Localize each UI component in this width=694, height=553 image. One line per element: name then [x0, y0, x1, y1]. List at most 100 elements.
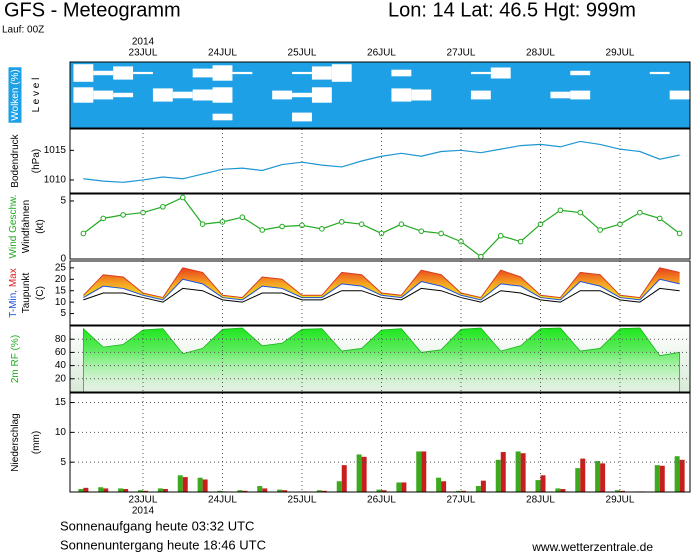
- cloud-cell: [212, 113, 233, 121]
- cloud-cell: [470, 71, 491, 75]
- wind-marker: [179, 194, 186, 201]
- cloud-cell: [490, 67, 511, 79]
- location: Lon: 14 Lat: 46.5 Hgt: 999m: [388, 0, 636, 21]
- axis-label: Wolken (%): [10, 69, 21, 121]
- wind-marker: [656, 215, 663, 222]
- cloud-cell: [93, 70, 114, 76]
- precip-bar: [580, 458, 586, 492]
- axis-label: Taupunkt: [21, 272, 32, 313]
- precip-bar: [282, 490, 288, 492]
- precip-bar: [679, 459, 685, 492]
- date-label: 28JUL: [526, 495, 555, 506]
- axis-label: (mm): [31, 431, 42, 454]
- axis-label: T-Min, Max: [8, 268, 19, 317]
- cloud-cell: [391, 88, 412, 102]
- date-label: 23JUL: [129, 48, 158, 59]
- precip-bar: [83, 487, 89, 492]
- date-label: 24JUL: [208, 48, 237, 59]
- sunset: Sonnenuntergang heute 18:46 UTC: [60, 537, 266, 552]
- cloud-cell: [669, 90, 690, 100]
- cloud-cell: [292, 71, 312, 75]
- y-tick-label: 0: [60, 254, 66, 265]
- y-tick-label: 5: [60, 308, 66, 319]
- wind-marker: [637, 209, 643, 216]
- panel-frame: [69, 260, 691, 326]
- precip-bar: [659, 465, 665, 492]
- precip-bar: [461, 490, 466, 492]
- y-tick-label: 40: [55, 360, 67, 371]
- cloud-cell: [391, 69, 412, 77]
- axis-label: Wind Geschw.: [8, 195, 19, 259]
- panel: Hoch Mittel Tief: [47, 62, 690, 128]
- date-label: 27JUL: [447, 495, 476, 506]
- precip-bar: [336, 481, 342, 492]
- y-tick-label: 15: [55, 285, 67, 296]
- precip-bar: [257, 486, 263, 492]
- axis-label: (C): [35, 286, 46, 300]
- precip-bar: [456, 490, 461, 492]
- precip-bar: [620, 490, 625, 492]
- wind-marker: [358, 221, 365, 227]
- panel: [83, 129, 680, 193]
- axis-label-part: Wind Geschw.: [8, 195, 19, 259]
- cloud-cell: [73, 87, 94, 103]
- cloud-cell: [192, 89, 213, 101]
- date-label: 24JUL: [208, 495, 237, 506]
- cloud-cell: [152, 88, 173, 102]
- panel: [83, 261, 680, 325]
- precip-bar: [98, 487, 104, 492]
- precip-bar: [595, 460, 601, 492]
- cloud-cell: [212, 65, 233, 81]
- cloud-cell: [570, 70, 591, 76]
- precip-bar: [237, 490, 243, 492]
- precip-bar: [197, 477, 203, 492]
- precip-bar: [540, 475, 546, 492]
- wind-marker: [517, 238, 524, 245]
- axis-label-part: (mm): [31, 431, 42, 454]
- precip-bar: [575, 468, 581, 492]
- axis-label-part: L e v e l: [31, 78, 42, 113]
- precip-bar: [118, 488, 124, 492]
- precip-bar: [177, 475, 183, 492]
- precip-bar: [441, 481, 447, 492]
- cloud-cell: [192, 68, 213, 78]
- date-label: 27JUL: [447, 48, 476, 59]
- axis-label-part: Wolken (%): [10, 69, 21, 121]
- precip-bar: [654, 465, 660, 492]
- precip-bar: [321, 490, 327, 492]
- sunrise: Sonnenaufgang heute 03:32 UTC: [60, 518, 254, 533]
- wind-marker: [199, 221, 206, 227]
- wind-marker: [160, 203, 166, 210]
- y-tick-label: 60: [55, 347, 67, 358]
- cloud-cell: [649, 71, 670, 75]
- cloud-cell: [411, 89, 432, 101]
- precip-bar: [138, 490, 143, 492]
- precip-bar: [123, 489, 129, 492]
- precip-bar: [182, 477, 188, 492]
- axis-label: L e v e l: [31, 78, 42, 113]
- axis-label: Windfahnen: [21, 200, 32, 253]
- wind-marker: [259, 227, 266, 233]
- panel-frame: [69, 128, 691, 194]
- precip-bar: [277, 489, 283, 492]
- axis-label-part: 2m RF (%): [10, 335, 21, 383]
- panel: [80, 194, 683, 259]
- wind-marker: [378, 230, 385, 237]
- wind-marker: [338, 219, 345, 225]
- temp-line: [83, 278, 680, 301]
- cloud-cell: [172, 91, 193, 99]
- panel-frame: [69, 193, 691, 260]
- axis-label-part: (hPa): [31, 149, 42, 173]
- axis-label: 2m RF (%): [10, 335, 21, 383]
- year-label: 2014: [132, 37, 155, 48]
- precip-bar: [316, 490, 322, 492]
- wind-marker: [398, 221, 405, 227]
- date-label: 26JUL: [367, 495, 396, 506]
- precip-bar: [381, 490, 387, 492]
- layer-label: Mittel: [47, 90, 71, 101]
- cloud-cell: [133, 71, 153, 75]
- axis-label-part: (kt): [35, 219, 46, 233]
- cloud-cell: [212, 87, 233, 103]
- axis-label-part: Max: [8, 268, 19, 287]
